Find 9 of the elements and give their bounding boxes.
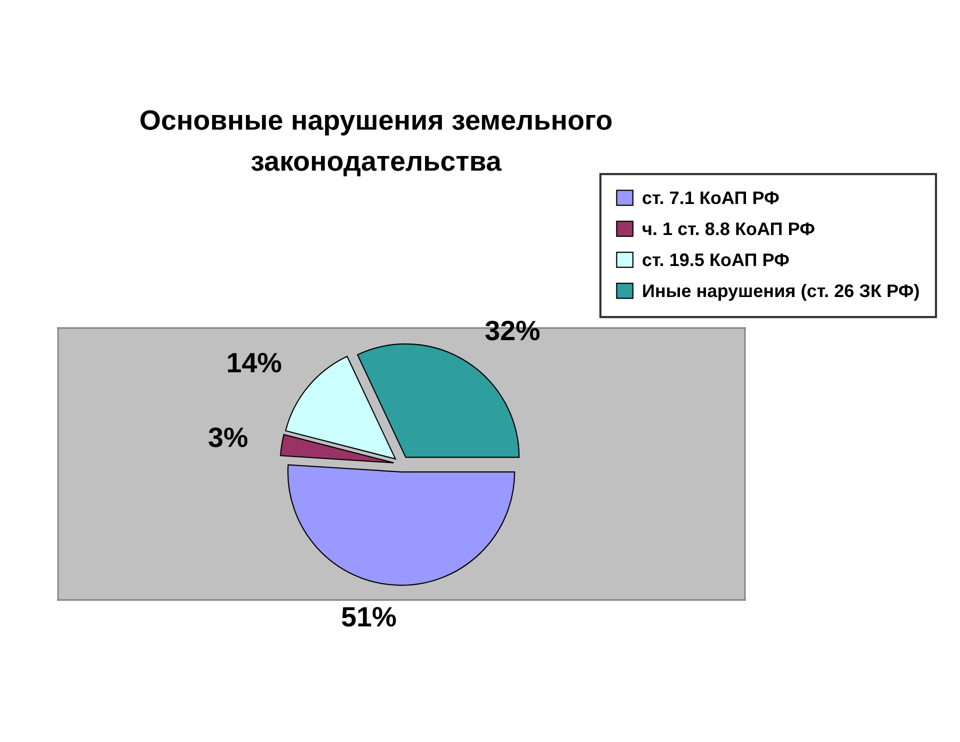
chart-title: Основные нарушения земельного законодательства (140, 110, 612, 176)
legend-label: ст. 19.5 КоАП РФ (642, 253, 789, 266)
data-label: 14% (228, 352, 282, 372)
legend-label: ст. 7.1 КоАП РФ (642, 191, 779, 204)
data-label: 51% (342, 607, 396, 627)
data-label: 32% (485, 320, 540, 340)
data-label: 3% (208, 427, 248, 448)
legend-label: Иные нарушения (ст. 26 ЗК РФ) (643, 284, 919, 301)
legend-label: ч. 1 ст. 8.8 КоАП РФ (642, 222, 814, 236)
